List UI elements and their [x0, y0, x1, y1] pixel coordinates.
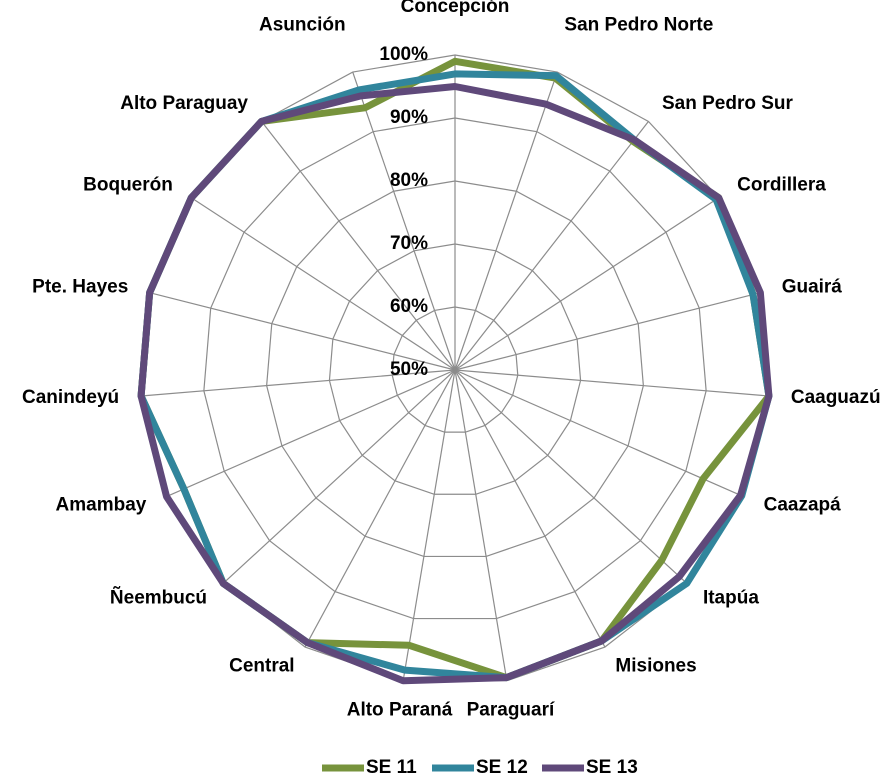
- category-label: Caazapá: [764, 494, 842, 515]
- axis-tick-label: 90%: [390, 107, 428, 128]
- category-label: Central: [229, 655, 294, 676]
- grid-ring: [391, 306, 519, 433]
- spoke: [454, 292, 761, 371]
- category-label: Ñeembucú: [110, 586, 207, 608]
- category-label: Canindeyú: [22, 387, 119, 408]
- spoke: [402, 369, 456, 681]
- category-label: Amambay: [56, 494, 147, 515]
- series-line: [137, 83, 773, 685]
- category-label: Alto Paraná: [347, 699, 453, 720]
- spoke: [149, 292, 456, 371]
- spoke: [454, 369, 744, 498]
- spoke: [304, 369, 456, 648]
- axis-tick-label: 70%: [390, 233, 428, 254]
- grid-ring: [203, 117, 707, 620]
- axis-tick-label: 50%: [390, 359, 428, 380]
- spoke: [454, 369, 606, 648]
- legend-label: SE 11: [366, 757, 417, 778]
- spoke: [352, 71, 456, 371]
- category-label: Concepción: [401, 0, 510, 17]
- spoke: [141, 369, 456, 397]
- category-label: Guairá: [782, 276, 843, 297]
- grid-ring: [266, 180, 644, 558]
- category-label: Cordillera: [737, 175, 826, 196]
- axis-tick-label: 100%: [379, 44, 428, 65]
- spoke: [454, 369, 769, 397]
- spoke: [166, 369, 456, 498]
- spoke: [454, 121, 649, 371]
- category-label: Misiones: [615, 655, 696, 676]
- category-label: Pte. Hayes: [32, 276, 128, 297]
- grid-ring: [328, 243, 582, 495]
- legend-label: SE 13: [586, 757, 638, 778]
- category-label: San Pedro Norte: [564, 14, 713, 35]
- category-label: Itapúa: [703, 587, 759, 608]
- category-label: Paraguarí: [467, 699, 555, 720]
- axis-tick-label: 80%: [390, 170, 428, 191]
- category-label: Asunción: [259, 14, 346, 35]
- spoke: [261, 121, 456, 371]
- category-label: San Pedro Sur: [662, 93, 794, 114]
- category-label: Alto Paraguay: [120, 93, 248, 114]
- spoke: [454, 369, 688, 584]
- category-label: Caaguazú: [791, 387, 881, 408]
- spoke: [454, 369, 508, 681]
- spoke: [454, 197, 720, 371]
- axis-tick-label: 60%: [390, 296, 428, 317]
- category-label: Boquerón: [83, 175, 173, 196]
- spoke: [222, 369, 456, 584]
- spoke: [454, 71, 558, 371]
- legend-label: SE 12: [476, 757, 528, 778]
- spoke: [190, 197, 456, 371]
